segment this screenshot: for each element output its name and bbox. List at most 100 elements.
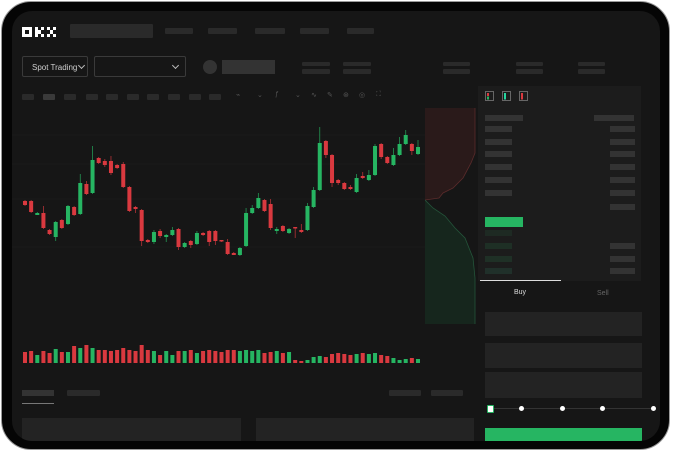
candle-body — [176, 229, 181, 247]
timeframe-button[interactable] — [86, 94, 98, 100]
candle-body — [373, 146, 378, 175]
book-header-amount — [594, 115, 634, 121]
candle-body — [416, 147, 420, 154]
buy-button[interactable] — [485, 428, 642, 441]
volume-bar — [188, 350, 193, 363]
candle-body — [336, 180, 341, 183]
candle-body — [348, 187, 353, 189]
volume-bar — [268, 352, 273, 363]
candlestick-chart[interactable] — [12, 99, 478, 371]
timeframe-button[interactable] — [64, 94, 76, 100]
volume-bar — [317, 356, 322, 363]
okx-logo[interactable] — [22, 25, 58, 43]
order-book-both-icon[interactable] — [485, 91, 494, 101]
volume-bar — [84, 345, 89, 363]
candle-body — [262, 200, 267, 211]
formula-icon[interactable]: ƒ — [275, 91, 279, 98]
stat-label — [343, 62, 371, 66]
tab-underline — [22, 403, 54, 404]
volume-bar — [59, 352, 64, 363]
candle-body — [237, 248, 242, 255]
order-book-bids-icon[interactable] — [502, 91, 511, 101]
slider-step[interactable] — [651, 406, 656, 411]
camera-icon[interactable]: ◎ — [359, 92, 366, 99]
timeframe-button[interactable] — [22, 94, 34, 100]
timeframe-button[interactable] — [127, 94, 139, 100]
timeframe-button[interactable] — [209, 94, 221, 100]
candle-body — [127, 187, 132, 211]
slider-step[interactable] — [600, 406, 605, 411]
candle-body — [194, 233, 199, 244]
orders-card — [256, 418, 474, 441]
timeframe-button[interactable] — [189, 94, 201, 100]
header-search-placeholder[interactable] — [70, 24, 153, 38]
candle-body — [385, 157, 390, 163]
timeframe-button[interactable] — [147, 94, 159, 100]
filter-button[interactable] — [389, 390, 421, 396]
wave-icon[interactable]: ∿ — [311, 92, 317, 99]
volume-bar — [299, 361, 304, 363]
nav-item[interactable] — [165, 28, 193, 34]
tab-open-orders[interactable] — [22, 390, 54, 396]
candle-body — [84, 184, 89, 194]
amount-input[interactable] — [485, 343, 642, 368]
volume-bar — [201, 351, 206, 363]
depth-chart — [425, 108, 476, 324]
candle-body — [53, 222, 58, 237]
tab-buy[interactable]: Buy — [514, 289, 527, 296]
volume-bar — [65, 352, 70, 363]
candle-body — [102, 161, 107, 165]
slider-step[interactable] — [560, 406, 565, 411]
volume-bar — [41, 351, 46, 363]
volume-bar — [397, 360, 402, 363]
volume-bar — [385, 356, 390, 363]
stat-label — [516, 62, 543, 66]
pair-dropdown[interactable] — [94, 56, 186, 77]
volume-bar — [213, 351, 218, 363]
chevron-down-icon[interactable]: ⌄ — [295, 92, 301, 99]
depth-asks-line — [425, 108, 476, 201]
total-input[interactable] — [485, 372, 642, 398]
indicator-icon[interactable]: ⌄ — [257, 92, 263, 99]
order-book-asks-icon[interactable] — [519, 91, 528, 101]
slider-handle[interactable] — [487, 405, 494, 413]
stat-value — [578, 69, 605, 74]
amount-slider[interactable] — [487, 404, 657, 414]
timeframe-button[interactable] — [168, 94, 180, 100]
volume-bar — [250, 351, 255, 363]
pair-price-placeholder — [222, 60, 275, 74]
candle-body — [182, 243, 187, 247]
line-tool-icon[interactable]: ⌁ — [236, 92, 241, 99]
pencil-icon[interactable]: ✎ — [327, 92, 333, 99]
volume-bar — [108, 351, 113, 363]
bid-price — [485, 268, 512, 274]
market-type-dropdown[interactable]: Spot Trading — [22, 56, 88, 77]
fullscreen-icon[interactable]: ⛶ — [376, 91, 381, 98]
volume-bar — [379, 355, 384, 363]
candle-body — [47, 230, 52, 234]
volume-bar — [348, 355, 353, 363]
price-input[interactable] — [485, 312, 642, 336]
stat-label — [443, 62, 470, 66]
slider-step[interactable] — [519, 406, 524, 411]
volume-bar — [225, 350, 230, 363]
candle-body — [170, 230, 175, 235]
ask-price — [485, 190, 512, 196]
timeframe-button[interactable] — [106, 94, 118, 100]
slider-track — [490, 408, 655, 409]
nav-item[interactable] — [347, 28, 374, 34]
tab-sell[interactable]: Sell — [597, 290, 609, 297]
nav-item[interactable] — [208, 28, 237, 34]
candle-body — [213, 231, 218, 241]
candle-body — [133, 207, 138, 209]
timeframe-button[interactable] — [43, 94, 55, 100]
nav-item[interactable] — [300, 28, 329, 34]
volume-bar — [96, 350, 101, 363]
settings-icon[interactable]: ⊛ — [343, 92, 349, 99]
market-type-label: Spot Trading — [32, 63, 78, 72]
volume-bar — [207, 350, 212, 363]
filter-button[interactable] — [431, 390, 463, 396]
candle-body — [403, 135, 408, 144]
nav-item[interactable] — [255, 28, 285, 34]
tab-order-history[interactable] — [67, 390, 100, 396]
